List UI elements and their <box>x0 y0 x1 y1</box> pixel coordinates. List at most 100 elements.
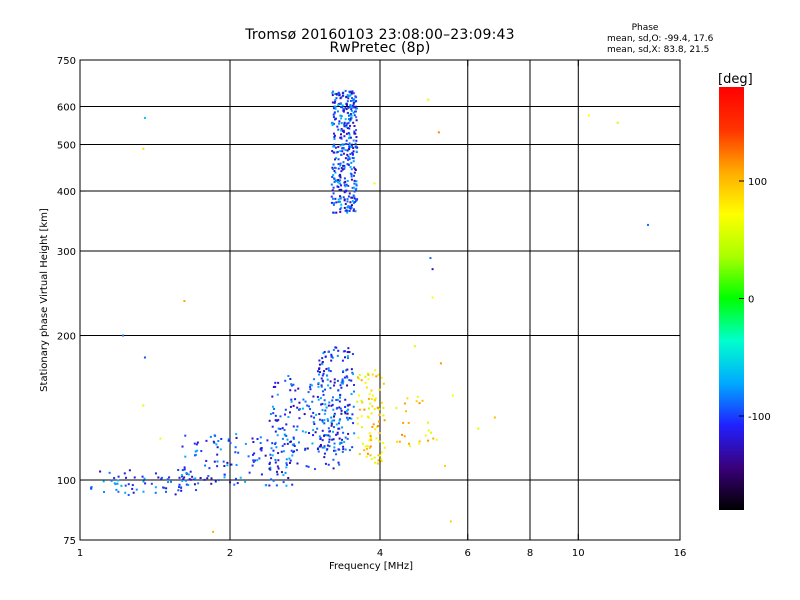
data-point <box>351 353 354 356</box>
data-point <box>347 97 350 100</box>
data-point <box>329 380 332 383</box>
data-point <box>347 155 350 158</box>
data-point <box>344 89 347 92</box>
data-point <box>277 427 280 430</box>
data-point <box>418 442 421 445</box>
data-point <box>337 389 340 392</box>
data-point <box>283 428 286 431</box>
data-point <box>354 132 357 135</box>
data-point <box>337 158 340 161</box>
data-point <box>343 166 346 169</box>
data-point <box>338 400 341 403</box>
data-point <box>317 398 320 401</box>
data-point <box>210 477 213 480</box>
data-point <box>345 108 348 111</box>
data-point <box>183 466 186 469</box>
data-point <box>180 486 183 489</box>
data-point <box>312 395 315 398</box>
data-point <box>268 463 271 466</box>
data-point <box>352 383 355 386</box>
data-point <box>177 489 180 492</box>
data-point <box>347 432 350 435</box>
data-point <box>297 441 300 444</box>
data-point <box>328 430 331 433</box>
data-point <box>297 387 300 390</box>
data-point <box>339 384 342 387</box>
data-point <box>354 105 357 108</box>
data-point <box>346 351 349 354</box>
data-point <box>346 418 349 421</box>
data-point <box>340 412 343 415</box>
data-point <box>316 427 319 430</box>
data-point <box>333 384 336 387</box>
data-point <box>429 257 432 260</box>
data-point <box>335 93 338 96</box>
data-point <box>352 139 355 142</box>
data-point <box>332 438 335 441</box>
data-point <box>350 205 353 208</box>
data-point <box>188 478 191 481</box>
data-point <box>234 477 237 480</box>
data-point <box>270 457 273 460</box>
data-point <box>251 437 254 440</box>
data-point <box>328 435 331 438</box>
data-point <box>356 376 359 379</box>
data-point <box>174 493 177 496</box>
data-point <box>305 465 308 468</box>
data-point <box>346 149 349 152</box>
data-point <box>141 475 144 478</box>
data-point <box>340 153 343 156</box>
colorbar-tick-label: 100 <box>748 177 767 188</box>
data-point <box>143 116 146 119</box>
data-point <box>347 347 350 350</box>
data-point <box>290 384 293 387</box>
data-point <box>274 430 277 433</box>
data-point <box>368 446 371 449</box>
data-point <box>405 410 408 413</box>
data-point <box>292 383 295 386</box>
data-point <box>335 346 338 349</box>
data-point <box>348 90 351 93</box>
data-point <box>352 390 355 393</box>
x-tick-label: 6 <box>465 548 471 559</box>
data-point <box>292 404 295 407</box>
data-point <box>339 176 342 179</box>
data-point <box>345 189 348 192</box>
data-point <box>183 468 186 471</box>
data-point <box>347 158 350 161</box>
data-point <box>217 479 220 482</box>
data-point <box>338 120 341 123</box>
data-point <box>349 119 352 122</box>
data-point <box>338 448 341 451</box>
data-point <box>113 482 116 485</box>
data-point <box>195 489 198 492</box>
data-point <box>309 383 312 386</box>
data-point <box>346 376 349 379</box>
data-point <box>451 394 454 397</box>
data-point <box>347 408 350 411</box>
data-point <box>356 417 359 420</box>
data-point <box>341 168 344 171</box>
data-point <box>351 196 354 199</box>
data-point <box>345 139 348 142</box>
data-point <box>266 439 269 442</box>
data-point <box>264 454 267 457</box>
data-point <box>319 397 322 400</box>
data-point <box>349 153 352 156</box>
data-point <box>344 412 347 415</box>
data-point <box>343 350 346 353</box>
data-point <box>345 125 348 128</box>
data-point <box>331 91 334 94</box>
data-point <box>343 123 346 126</box>
data-point <box>321 439 324 442</box>
data-point <box>276 434 279 437</box>
data-point <box>377 459 380 462</box>
data-point <box>317 382 320 385</box>
data-point <box>327 369 330 372</box>
data-point <box>321 402 324 405</box>
data-point <box>342 110 345 113</box>
data-point <box>321 374 324 377</box>
data-point <box>355 198 358 201</box>
data-point <box>353 110 356 113</box>
data-point <box>177 468 180 471</box>
